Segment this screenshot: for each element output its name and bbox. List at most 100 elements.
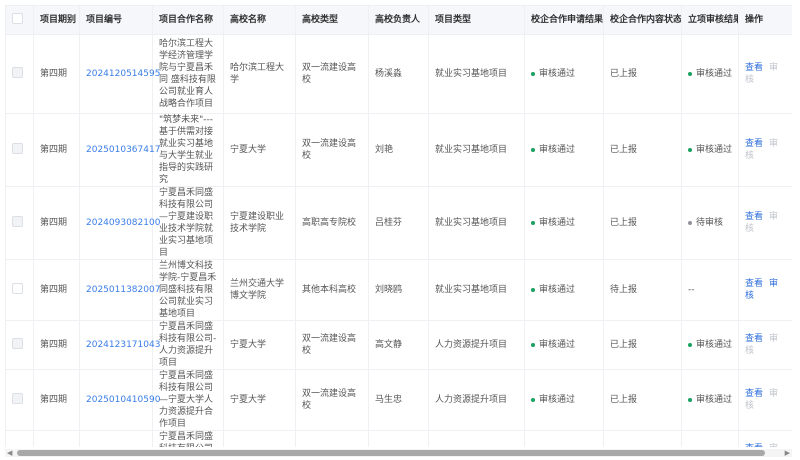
- review-button[interactable]: 审核: [745, 279, 779, 301]
- school-cell: 哈尔滨工程大学: [223, 34, 296, 114]
- row-checkbox[interactable]: [12, 392, 23, 404]
- school-cell: 宁夏大学: [223, 113, 296, 187]
- project-type-cell: 就业实习基地项目: [428, 259, 525, 321]
- project-name: "筑梦未来"---基于供需对接就业实习基地与大学生就业指导的实践研究: [159, 115, 214, 185]
- review-button: 审核: [745, 139, 779, 161]
- leader-cell: 马生忠: [368, 369, 429, 431]
- school-type: 其他本科高校: [302, 285, 357, 295]
- apply-result: 审核通过: [539, 285, 576, 295]
- table-row: 第四期 2025011382007 兰州博文科技学院-宁夏昌禾同盛科技有限公司就业实…: [5, 259, 792, 321]
- row-checkbox[interactable]: [12, 215, 23, 227]
- period-cell: 第四期: [33, 369, 80, 431]
- apply-result-cell: 审核通过: [524, 259, 604, 321]
- view-button[interactable]: 查看: [745, 212, 764, 222]
- actions-cell: 查看审核: [738, 34, 792, 114]
- approval-result-cell: 待审核: [681, 186, 739, 260]
- leader-cell: 高文静: [368, 320, 429, 370]
- project-code-link[interactable]: 2025010367417: [86, 145, 161, 155]
- actions-cell: 查看审核: [738, 320, 792, 370]
- content-status-cell: 已上报: [603, 186, 682, 260]
- apply-result-cell: 审核通过: [524, 186, 604, 260]
- col-code: 项目编号: [79, 5, 153, 35]
- approval-result-cell: 审核通过: [681, 320, 739, 370]
- school-leader: 刘艳: [375, 145, 394, 155]
- project-name: 宁夏昌禾同盛科技有限公司—宁夏大学人力资源提升合作项目: [159, 371, 214, 429]
- review-button: 审核: [745, 63, 779, 85]
- code-cell: 2025010410590: [79, 369, 160, 431]
- code-cell: 2024093082100: [79, 186, 160, 260]
- view-button[interactable]: 查看: [745, 63, 764, 73]
- view-button[interactable]: 查看: [745, 279, 764, 289]
- view-button[interactable]: 查看: [745, 334, 764, 344]
- row-checkbox[interactable]: [12, 142, 23, 154]
- table-row: 第四期2024122644120 宁夏昌禾同盛科技有限公司人力资源提升项目成都东软…: [5, 430, 792, 447]
- apply-result-cell: 审核通过: [524, 34, 604, 114]
- approval-result: --: [688, 285, 695, 295]
- review-button: 审核: [745, 212, 779, 234]
- horizontal-scrollbar[interactable]: ◀ ▶: [5, 449, 792, 457]
- leader-cell: 杨溪淼: [368, 34, 429, 114]
- scrollbar-thumb[interactable]: [17, 450, 765, 456]
- period-cell: 第四期: [33, 320, 80, 370]
- actions-cell: 查看审核: [738, 259, 792, 321]
- approval-result-cell: 审核通过: [681, 113, 739, 187]
- select-all-checkbox[interactable]: [12, 12, 23, 24]
- row-checkbox[interactable]: [12, 282, 23, 294]
- col-approval-result: 立项审核结果: [681, 5, 739, 35]
- apply-result-cell: 审核通过: [524, 320, 604, 370]
- status-dot-icon: [531, 342, 535, 347]
- school-type-cell: 其他本科高校: [295, 430, 369, 447]
- name-cell: "筑梦未来"---基于供需对接就业实习基地与大学生就业指导的实践研究: [152, 113, 224, 187]
- project-code-link[interactable]: 2024093082100: [86, 218, 161, 228]
- project-code-link[interactable]: 2025011382007: [86, 285, 161, 295]
- apply-result: 审核通过: [539, 340, 576, 350]
- col-apply-result: 校企合作申请结果: [524, 5, 604, 35]
- name-cell: 哈尔滨工程大学经济管理学院与宁夏昌禾同 盛科技有限公司就业育人战略合作项目: [152, 34, 224, 114]
- school-type: 双一流建设高校: [302, 389, 357, 411]
- scroll-right-icon[interactable]: ▶: [784, 449, 790, 457]
- name-cell: 宁夏昌禾同盛科技有限公司人力资源提升项目: [152, 430, 224, 447]
- approval-result-cell: --: [681, 259, 739, 321]
- scroll-left-icon[interactable]: ◀: [7, 449, 13, 457]
- leader-cell: 杨思路: [368, 430, 429, 447]
- col-period: 项目期别: [33, 5, 80, 35]
- school-cell: 成都东软学院: [223, 430, 296, 447]
- apply-result: 审核通过: [539, 69, 576, 79]
- apply-result: 审核通过: [539, 145, 576, 155]
- row-checkbox[interactable]: [12, 66, 23, 78]
- content-status: 待上报: [610, 285, 638, 295]
- project-code-link[interactable]: 2024123171043: [86, 340, 161, 350]
- project-type-cell: 人力资源提升项目: [428, 430, 525, 447]
- status-dot-icon: [688, 71, 692, 76]
- approval-result: 审核通过: [696, 395, 733, 405]
- school-type: 高职高专院校: [302, 218, 357, 228]
- project-type: 就业实习基地项目: [435, 285, 508, 295]
- row-checkbox[interactable]: [12, 337, 23, 349]
- school-type-cell: 双一流建设高校: [295, 369, 369, 431]
- leader-cell: 刘晓鸥: [368, 259, 429, 321]
- select-cell: [5, 430, 34, 447]
- status-dot-icon: [688, 342, 692, 347]
- view-button[interactable]: 查看: [745, 444, 763, 447]
- period-cell: 第四期: [33, 259, 80, 321]
- period: 第四期: [40, 69, 68, 79]
- view-button[interactable]: 查看: [745, 139, 764, 149]
- status-dot-icon: [688, 397, 692, 402]
- leader-cell: 吕桂芬: [368, 186, 429, 260]
- project-code-link[interactable]: 2025010410590: [86, 395, 161, 405]
- col-actions: 操作: [738, 5, 792, 35]
- project-type: 就业实习基地项目: [435, 218, 508, 228]
- school-type-cell: 其他本科高校: [295, 259, 369, 321]
- review-button: 审核: [745, 389, 779, 411]
- col-school-type: 高校类型: [295, 5, 369, 35]
- code-cell: 2025011382007: [79, 259, 160, 321]
- project-code-link[interactable]: 2024120514595: [86, 69, 161, 79]
- period-cell: 第四期: [33, 186, 80, 260]
- view-button[interactable]: 查看: [745, 389, 764, 399]
- project-type: 人力资源提升项目: [435, 395, 508, 405]
- period: 第四期: [40, 340, 68, 350]
- approval-result: 审核通过: [696, 340, 733, 350]
- leader-cell: 刘艳: [368, 113, 429, 187]
- school-leader: 高文静: [375, 340, 403, 350]
